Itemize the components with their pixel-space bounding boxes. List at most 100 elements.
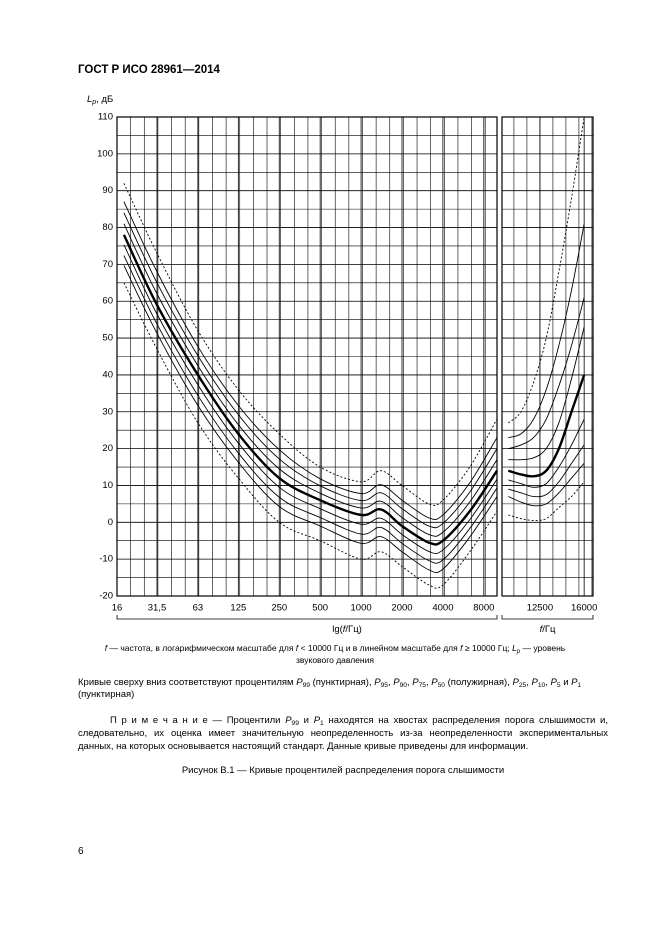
- text-run: /Гц: [542, 624, 556, 635]
- x-tick-label: 125: [230, 603, 246, 614]
- x-tick-label: 31,5: [148, 603, 167, 614]
- legend-caption: f — частота, в логарифмическом масштабе …: [100, 642, 570, 666]
- text-run: (пунктирная),: [309, 677, 375, 688]
- curves-note: Кривые сверху вниз соответствуют процент…: [78, 677, 608, 701]
- percentile-curve: [123, 282, 498, 589]
- text-run: 50: [437, 682, 445, 689]
- text-run: ,: [526, 677, 532, 688]
- text-run: p: [91, 99, 96, 106]
- plot-frame: [116, 116, 498, 597]
- x-tick-label: 63: [193, 603, 204, 614]
- text-run: f: [295, 643, 299, 653]
- text-run: , дБ: [96, 94, 113, 105]
- x-tick-label: 12500: [527, 603, 553, 614]
- x-axis-label: lg(f/Гц): [332, 624, 362, 635]
- x-tick-label: 2000: [391, 603, 412, 614]
- text-run: П р и м е ч а н и е — Процентили: [110, 715, 286, 726]
- percentile-curve: [508, 481, 585, 521]
- text-run: P: [550, 677, 557, 688]
- y-tick-label: 20: [102, 443, 113, 454]
- text-run: P: [285, 715, 292, 726]
- y-axis-label: Lp, дБ: [87, 94, 113, 107]
- header: ГОСТ Р ИСО 28961—2014: [78, 64, 220, 76]
- percentile-curve: [123, 265, 498, 574]
- text-run: 99: [302, 682, 310, 689]
- percentile-curve: [508, 116, 585, 424]
- text-run: 5: [556, 682, 561, 689]
- text-run: ,: [425, 677, 432, 688]
- text-run: 90: [399, 682, 407, 689]
- plot-panel: [501, 116, 594, 597]
- text-run: P: [393, 677, 400, 688]
- percentile-curve: [508, 463, 585, 507]
- percentile-curve: [123, 255, 498, 564]
- y-tick-label: -10: [99, 554, 113, 565]
- text-run: и: [560, 677, 572, 688]
- percentile-curve: [123, 212, 498, 529]
- text-run: p: [516, 649, 521, 655]
- percentile-curve: [508, 297, 585, 450]
- x-axis-label: f/Гц: [540, 624, 556, 635]
- text-run: (полужирная),: [445, 677, 513, 688]
- text-run: — уровень звукового давления: [296, 643, 566, 665]
- text-run: P: [531, 677, 538, 688]
- y-tick-label: 60: [102, 296, 113, 307]
- y-tick-label: 110: [98, 112, 113, 123]
- text-run: ≥ 10000 Гц;: [462, 643, 513, 653]
- text-run: P: [431, 677, 438, 688]
- text-run: f: [104, 643, 108, 653]
- y-tick-label: 0: [108, 517, 113, 528]
- y-tick-label: 50: [102, 333, 113, 344]
- text-run: ,: [387, 677, 394, 688]
- percentile-curve: [123, 244, 498, 555]
- text-run: — частота, в логарифмическом масштабе дл…: [107, 643, 296, 653]
- plot-frame: [501, 116, 594, 597]
- percentile-curve: [122, 234, 498, 546]
- text-run: P: [512, 677, 519, 688]
- text-run: 99: [291, 720, 299, 727]
- text-run: < 10000 Гц и в линейном масштабе для: [298, 643, 461, 653]
- text-run: P: [313, 715, 321, 726]
- axis-bracket: [116, 615, 498, 620]
- text-run: ,: [545, 677, 551, 688]
- text-run: 95: [380, 682, 388, 689]
- text-run: P: [374, 677, 381, 688]
- figure-caption: Рисунок В.1 — Кривые процентилей распред…: [181, 765, 505, 776]
- y-tick-label: 30: [102, 406, 113, 417]
- y-tick-label: 70: [102, 259, 113, 270]
- x-tick-label: 8000: [473, 603, 494, 614]
- text-run: L: [87, 94, 92, 105]
- text-run: находятся на хвостах распределения порог…: [78, 715, 608, 752]
- x-tick-label: 1000: [351, 603, 372, 614]
- x-tick-label: 250: [271, 603, 287, 614]
- y-tick-label: -20: [99, 591, 113, 602]
- text-run: (пунктирная): [78, 689, 135, 700]
- text-run: f: [540, 624, 544, 635]
- y-tick-label: 40: [102, 369, 113, 380]
- text-run: P: [296, 677, 303, 688]
- text-run: 1: [577, 682, 582, 689]
- text-run: 25: [518, 682, 527, 689]
- percentile-curve: [123, 201, 498, 521]
- percentile-curve: [508, 418, 585, 488]
- percentile-curve: [508, 326, 585, 461]
- text-run: lg(: [332, 624, 343, 635]
- text-run: L: [512, 643, 517, 653]
- text-run: P: [412, 677, 419, 688]
- percentile-curve: [508, 444, 585, 498]
- text-run: ,: [406, 677, 413, 688]
- text-run: /Гц): [345, 624, 361, 635]
- note: П р и м е ч а н и е — Процентили P99 и P…: [78, 714, 608, 753]
- x-tick-label: 16: [112, 603, 123, 614]
- axis-bracket: [501, 615, 594, 620]
- percentile-curve: [123, 183, 498, 506]
- text-run: P: [571, 677, 578, 688]
- y-tick-label: 80: [102, 222, 113, 233]
- percentile-curve: [507, 374, 586, 478]
- page-number: 6: [78, 846, 84, 857]
- text-run: и: [298, 715, 314, 726]
- plot-panel: [116, 116, 498, 597]
- y-tick-label: 90: [102, 185, 113, 196]
